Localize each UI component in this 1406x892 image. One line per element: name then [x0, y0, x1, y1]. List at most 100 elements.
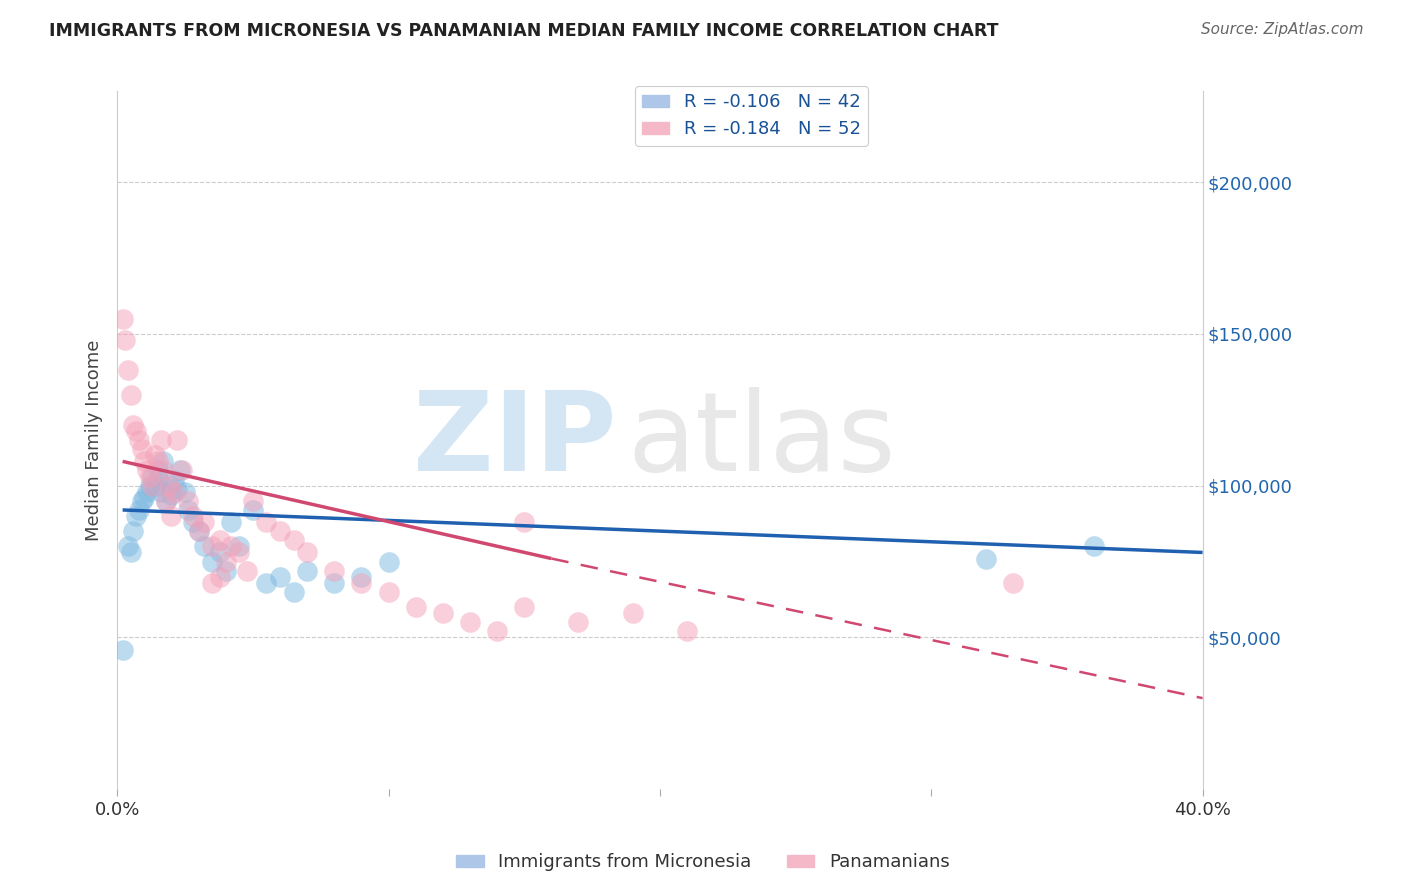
- Point: [172, 463, 194, 477]
- Point: [174, 484, 197, 499]
- Point: [177, 503, 200, 517]
- Point: [350, 570, 373, 584]
- Text: atlas: atlas: [627, 386, 896, 493]
- Point: [323, 564, 346, 578]
- Point: [974, 551, 997, 566]
- Point: [242, 503, 264, 517]
- Point: [219, 540, 242, 554]
- Point: [157, 478, 180, 492]
- Point: [131, 442, 153, 457]
- Point: [125, 509, 148, 524]
- Point: [166, 482, 188, 496]
- Point: [242, 493, 264, 508]
- Point: [141, 469, 163, 483]
- Point: [1001, 575, 1024, 590]
- Point: [350, 575, 373, 590]
- Point: [193, 540, 215, 554]
- Point: [177, 493, 200, 508]
- Point: [149, 484, 172, 499]
- Point: [134, 454, 156, 468]
- Point: [1083, 540, 1105, 554]
- Point: [152, 454, 174, 468]
- Point: [295, 564, 318, 578]
- Point: [201, 575, 224, 590]
- Point: [377, 585, 399, 599]
- Point: [139, 469, 162, 483]
- Point: [117, 540, 139, 554]
- Point: [254, 575, 277, 590]
- Point: [513, 515, 536, 529]
- Point: [377, 555, 399, 569]
- Point: [169, 463, 191, 477]
- Legend: Immigrants from Micronesia, Panamanians: Immigrants from Micronesia, Panamanians: [449, 847, 957, 879]
- Point: [117, 363, 139, 377]
- Y-axis label: Median Family Income: Median Family Income: [86, 340, 103, 541]
- Point: [125, 424, 148, 438]
- Point: [134, 491, 156, 505]
- Point: [228, 540, 250, 554]
- Point: [209, 533, 232, 548]
- Point: [458, 615, 481, 630]
- Point: [283, 533, 305, 548]
- Point: [209, 545, 232, 559]
- Point: [323, 575, 346, 590]
- Point: [215, 564, 238, 578]
- Point: [120, 545, 142, 559]
- Point: [513, 600, 536, 615]
- Point: [209, 570, 232, 584]
- Text: IMMIGRANTS FROM MICRONESIA VS PANAMANIAN MEDIAN FAMILY INCOME CORRELATION CHART: IMMIGRANTS FROM MICRONESIA VS PANAMANIAN…: [49, 22, 998, 40]
- Point: [295, 545, 318, 559]
- Point: [621, 606, 644, 620]
- Point: [146, 473, 169, 487]
- Point: [128, 503, 150, 517]
- Point: [163, 484, 186, 499]
- Point: [187, 524, 209, 539]
- Point: [676, 624, 699, 639]
- Point: [152, 463, 174, 477]
- Point: [432, 606, 454, 620]
- Point: [136, 484, 159, 499]
- Text: Source: ZipAtlas.com: Source: ZipAtlas.com: [1201, 22, 1364, 37]
- Point: [160, 509, 183, 524]
- Point: [141, 478, 163, 492]
- Point: [155, 493, 177, 508]
- Point: [111, 311, 134, 326]
- Point: [149, 433, 172, 447]
- Point: [193, 515, 215, 529]
- Point: [201, 540, 224, 554]
- Point: [567, 615, 589, 630]
- Point: [219, 515, 242, 529]
- Point: [163, 473, 186, 487]
- Point: [128, 433, 150, 447]
- Point: [228, 545, 250, 559]
- Point: [146, 463, 169, 477]
- Point: [405, 600, 427, 615]
- Point: [236, 564, 259, 578]
- Point: [143, 448, 166, 462]
- Point: [181, 515, 204, 529]
- Point: [111, 642, 134, 657]
- Point: [120, 387, 142, 401]
- Point: [486, 624, 509, 639]
- Point: [136, 463, 159, 477]
- Point: [283, 585, 305, 599]
- Point: [187, 524, 209, 539]
- Point: [139, 478, 162, 492]
- Point: [157, 478, 180, 492]
- Point: [160, 488, 183, 502]
- Point: [269, 524, 291, 539]
- Point: [143, 478, 166, 492]
- Point: [201, 555, 224, 569]
- Point: [122, 417, 145, 432]
- Point: [146, 454, 169, 468]
- Point: [181, 509, 204, 524]
- Point: [131, 493, 153, 508]
- Point: [254, 515, 277, 529]
- Legend: R = -0.106   N = 42, R = -0.184   N = 52: R = -0.106 N = 42, R = -0.184 N = 52: [636, 87, 868, 145]
- Point: [114, 333, 136, 347]
- Point: [215, 555, 238, 569]
- Point: [269, 570, 291, 584]
- Text: ZIP: ZIP: [413, 386, 616, 493]
- Point: [122, 524, 145, 539]
- Point: [155, 493, 177, 508]
